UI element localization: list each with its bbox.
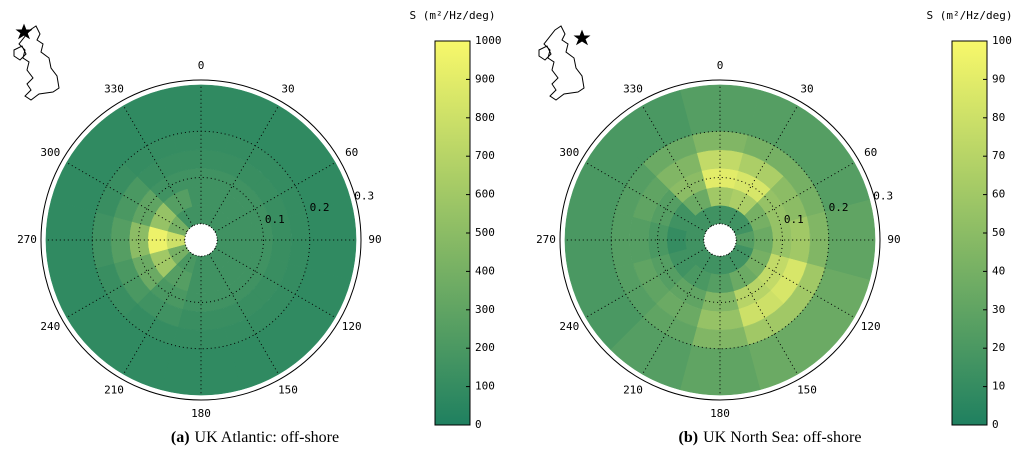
- theta-tick-label: 90: [368, 233, 381, 246]
- colorbar-tick-label: 90: [992, 72, 1005, 85]
- colorbar-tick-label: 60: [992, 188, 1005, 201]
- caption-label: (a): [171, 429, 190, 446]
- colorbar-tick-label: 400: [475, 264, 495, 277]
- theta-tick-label: 90: [887, 233, 900, 246]
- colorbar-tick-label: 900: [475, 72, 495, 85]
- theta-tick-label: 330: [623, 82, 643, 95]
- colorbar-tick-label: 20: [992, 341, 1005, 354]
- theta-tick-label: 30: [281, 82, 294, 95]
- theta-tick-label: 270: [17, 233, 37, 246]
- r-tick-label: 0.3: [354, 189, 374, 202]
- heat-cell: [691, 326, 749, 349]
- colorbar-tick-label: 1000: [475, 34, 502, 47]
- colorbar-tick-label: 50: [992, 226, 1005, 239]
- r-tick-label: 0.2: [310, 201, 330, 214]
- colorbar-tick-label: 600: [475, 188, 495, 201]
- colorbar-tick-label: 10: [992, 380, 1005, 393]
- caption: (b) UK North Sea: off-shore: [679, 429, 862, 446]
- theta-tick-label: 60: [864, 146, 877, 159]
- colorbar-tick-label: 0: [475, 418, 482, 431]
- heat-cell: [287, 211, 310, 269]
- r-tick-label: 0.2: [829, 201, 849, 214]
- theta-tick-label: 240: [559, 320, 579, 333]
- theta-tick-label: 240: [40, 320, 60, 333]
- r-tick-label: 0.1: [784, 213, 804, 226]
- theta-tick-label: 120: [342, 320, 362, 333]
- colorbar-tick-label: 700: [475, 149, 495, 162]
- r-tick-label: 0.1: [265, 213, 285, 226]
- colorbar: [951, 40, 988, 426]
- radial-grid: [657, 177, 783, 303]
- colorbar-tick-label: 500: [475, 226, 495, 239]
- theta-tick-label: 330: [104, 82, 124, 95]
- theta-tick-label: 60: [345, 146, 358, 159]
- colorbar-tick-label: 100: [992, 34, 1012, 47]
- theta-tick-label: 150: [278, 384, 298, 397]
- caption-text: UK North Sea: off-shore: [703, 429, 861, 446]
- r-tick-label: 0.3: [873, 189, 893, 202]
- colorbar-tick-label: 70: [992, 149, 1005, 162]
- theta-tick-label: 0: [198, 59, 205, 72]
- heat-cell: [611, 211, 634, 269]
- heat-cell: [92, 211, 115, 269]
- outer-circle: [40, 79, 362, 401]
- colorbar-tick-label: 800: [475, 111, 495, 124]
- colorbar-tick-label: 100: [475, 380, 495, 393]
- colorbar-title: S (m²/Hz/deg): [926, 9, 1012, 22]
- colorbar-tick-label: 200: [475, 341, 495, 354]
- heat-cell: [172, 326, 230, 349]
- center-hole: [184, 223, 218, 257]
- heat-cell: [172, 131, 230, 154]
- theta-tick-label: 210: [104, 384, 124, 397]
- heat-cell: [806, 211, 829, 269]
- theta-tick-label: 30: [800, 82, 813, 95]
- theta-tick-label: 180: [710, 407, 730, 420]
- heat-cell: [91, 89, 174, 164]
- colorbar-tick-label: 0: [992, 418, 999, 431]
- caption-label: (b): [679, 429, 699, 446]
- theta-tick-label: 150: [797, 384, 817, 397]
- theta-tick-label: 300: [40, 146, 60, 159]
- theta-tick-label: 270: [536, 233, 556, 246]
- colorbar: [434, 40, 471, 426]
- outer-circle: [559, 79, 881, 401]
- heat-cell: [691, 131, 749, 154]
- map-icon: [538, 25, 591, 101]
- theta-tick-label: 0: [717, 59, 724, 72]
- caption-text: UK Atlantic: off-shore: [195, 429, 340, 446]
- colorbar-tick-label: 300: [475, 303, 495, 316]
- colorbar-tick-label: 30: [992, 303, 1005, 316]
- center-hole: [703, 223, 737, 257]
- map-icon: [13, 23, 60, 101]
- theta-tick-label: 300: [559, 146, 579, 159]
- theta-tick-label: 120: [861, 320, 881, 333]
- colorbar-title: S (m²/Hz/deg): [409, 9, 495, 22]
- theta-tick-label: 210: [623, 384, 643, 397]
- theta-tick-label: 180: [191, 407, 211, 420]
- colorbar-tick-label: 80: [992, 111, 1005, 124]
- caption: (a) UK Atlantic: off-shore: [171, 429, 339, 446]
- colorbar-tick-label: 40: [992, 264, 1005, 277]
- heat-cell: [610, 89, 693, 164]
